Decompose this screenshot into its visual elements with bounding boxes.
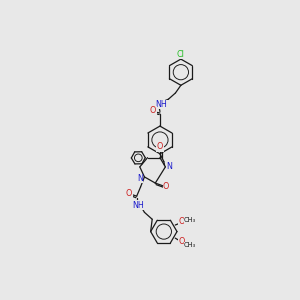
Text: O: O bbox=[126, 189, 132, 198]
Text: N: N bbox=[137, 174, 143, 183]
Text: CH₃: CH₃ bbox=[184, 242, 196, 248]
Text: NH: NH bbox=[156, 100, 167, 109]
Text: O: O bbox=[178, 218, 184, 226]
Text: O: O bbox=[178, 238, 184, 247]
Text: CH₃: CH₃ bbox=[184, 217, 196, 223]
Text: Cl: Cl bbox=[177, 50, 185, 59]
Text: O: O bbox=[157, 142, 163, 152]
Text: N: N bbox=[166, 162, 172, 171]
Text: O: O bbox=[163, 182, 169, 191]
Text: NH: NH bbox=[132, 201, 144, 210]
Text: O: O bbox=[150, 106, 156, 115]
